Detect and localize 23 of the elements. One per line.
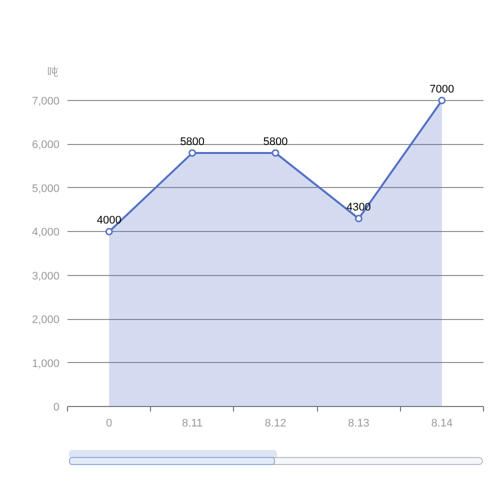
point — [105, 228, 113, 236]
x-tick-label: 8.14 — [431, 418, 453, 430]
data-label: 4000 — [96, 214, 122, 227]
point — [354, 214, 362, 222]
data-label: 7000 — [430, 84, 454, 96]
point — [188, 149, 196, 157]
x-tick-label: 8.12 — [264, 418, 286, 430]
y-tick-label: 7,000 — [32, 96, 60, 108]
point — [272, 149, 280, 157]
y-tick-label: 5,000 — [32, 182, 60, 195]
x-tick-label: 0 — [106, 418, 112, 430]
point — [438, 96, 446, 104]
data-label: 5800 — [180, 136, 205, 148]
y-tick-label: 2,000 — [32, 314, 60, 326]
y-tick-label: 1,000 — [32, 358, 60, 370]
y-axis-title: 吨 — [48, 66, 58, 78]
y-tick-label: 6,000 — [32, 139, 60, 152]
data-label: 5800 — [263, 136, 288, 148]
x-tick-label: 8.11 — [182, 418, 203, 430]
x-tick-label: 8.13 — [348, 418, 370, 430]
y-tick-label: 4,000 — [32, 226, 60, 239]
y-tick-label: 3,000 — [32, 270, 60, 282]
y-tick-label: 0 — [53, 402, 60, 414]
